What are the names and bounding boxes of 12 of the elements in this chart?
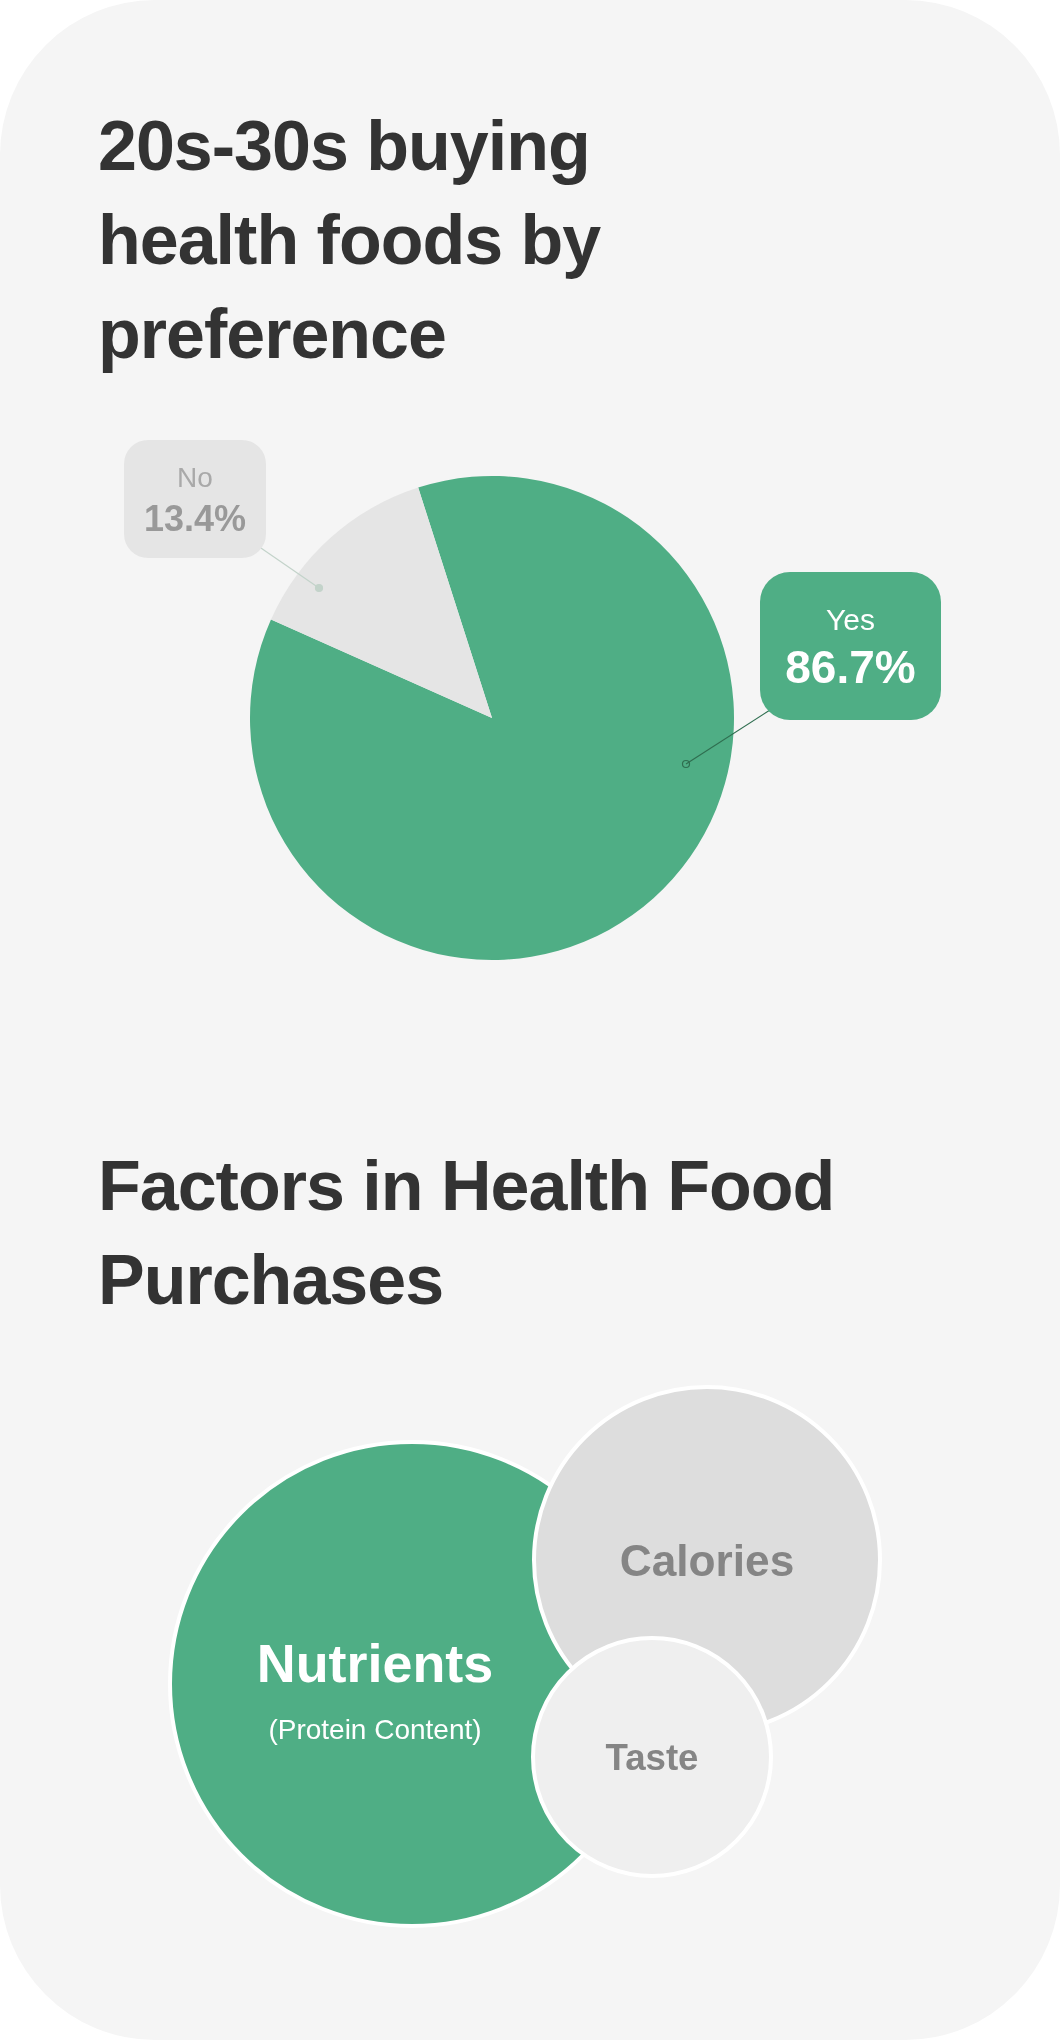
slice-label: Yes: [826, 603, 875, 636]
category-label: Taste: [605, 1737, 699, 1779]
data-label: 13.4%: [143, 498, 247, 539]
category-label: Nutrients: [256, 1633, 494, 1694]
data-label: 86.7%: [785, 641, 916, 693]
chart-title: 20s-30s buying health foods by preference: [98, 107, 602, 373]
text: Factors in Health Food Purchases: [98, 1147, 835, 1319]
category-label: Calories: [619, 1535, 795, 1585]
pie-slice: [250, 476, 734, 960]
pie-slice: [271, 487, 492, 718]
slice-label: No: [177, 462, 213, 493]
text: (Protein Content): [268, 1714, 482, 1745]
